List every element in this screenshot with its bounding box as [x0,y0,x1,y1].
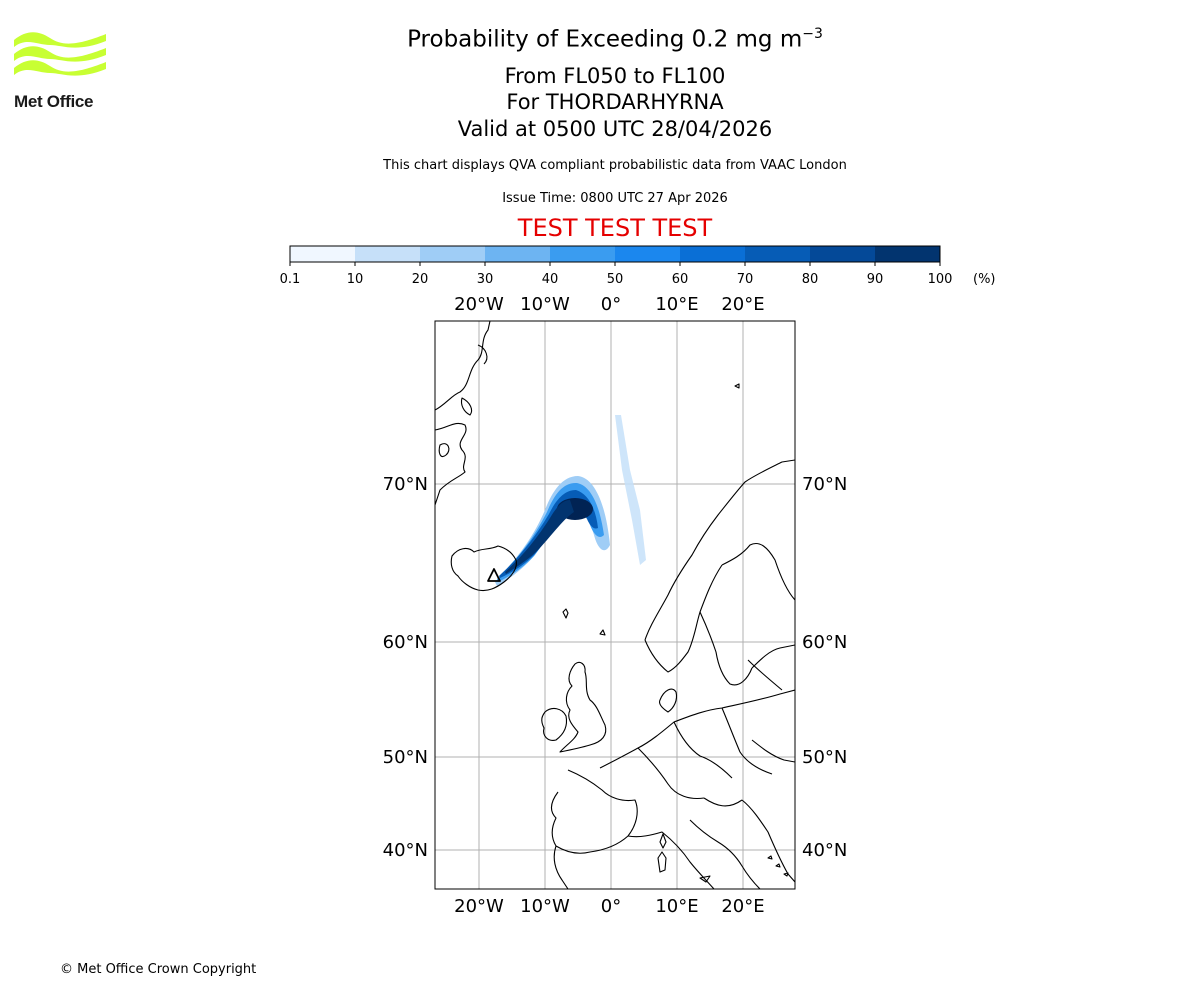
lat-label-left: 70°N [383,474,428,495]
ash-plume-faint [615,415,646,565]
lat-label-left: 50°N [383,747,428,768]
colorbar-cell [420,246,486,262]
colorbar-tick-label: 50 [607,272,624,287]
map-background [435,321,795,889]
lon-label-bottom: 20°E [721,896,764,917]
title-exponent: −3 [802,26,823,42]
colorbar-tick-label: 60 [672,272,689,287]
chart-title: Probability of Exceeding 0.2 mg m−3 [215,26,1015,53]
lon-label-top: 10°E [655,294,698,315]
colorbar-tick-label: 10 [347,272,364,287]
valid-time: Valid at 0500 UTC 28/04/2026 [457,117,773,141]
colorbar-tick-label: 20 [412,272,429,287]
lat-label-right: 50°N [802,747,847,768]
met-office-logo: Met Office [14,30,108,112]
lon-label-top: 0° [601,294,621,315]
lat-label-right: 70°N [802,474,847,495]
ash-plume-main [495,476,610,586]
level-range: From FL050 to FL100 [504,64,726,88]
colorbar: 0.1 10 20 30 40 50 60 70 80 90 100 (%) [280,245,996,287]
colorbar-tick-label: 100 [928,272,953,287]
lon-label-top: 20°E [721,294,764,315]
colorbar-cell [615,246,681,262]
coastlines [435,321,795,889]
colorbar-cell [810,246,876,262]
lat-label-left: 60°N [383,632,428,653]
colorbar-tick-label: 40 [542,272,559,287]
colorbar-cell [745,246,811,262]
lat-labels-left: 70°N 60°N 50°N 40°N [383,474,428,861]
colorbar-tick-label: 70 [737,272,754,287]
colorbar-tick-label: 90 [867,272,884,287]
title-text: Probability of Exceeding 0.2 mg m [407,26,803,53]
lat-label-right: 40°N [802,840,847,861]
graticule [435,321,795,889]
lon-labels-top: 20°W 10°W 0° 10°E 20°E [454,294,764,315]
colorbar-cell [680,246,746,262]
lat-label-left: 40°N [383,840,428,861]
chart-description: This chart displays QVA compliant probab… [383,158,847,173]
volcano-name: For THORDARHYRNA [506,90,724,114]
lon-label-bottom: 10°E [655,896,698,917]
colorbar-cell [875,246,941,262]
colorbar-cell [355,246,421,262]
colorbar-cell [290,246,356,262]
colorbar-cell [550,246,616,262]
colorbar-tick-label: 0.1 [280,272,301,287]
test-banner: TEST TEST TEST [517,214,713,242]
colorbar-unit: (%) [973,272,996,287]
colorbar-cell [485,246,551,262]
colorbar-tick-label: 80 [802,272,819,287]
lat-label-right: 60°N [802,632,847,653]
met-office-wave-icon [14,32,106,76]
volcano-triangle-icon [487,568,501,582]
lon-label-bottom: 10°W [520,896,570,917]
colorbar-tick-label: 30 [477,272,494,287]
lon-label-bottom: 20°W [454,896,504,917]
issue-time: Issue Time: 0800 UTC 27 Apr 2026 [502,191,728,206]
lon-labels-bottom: 20°W 10°W 0° 10°E 20°E [454,896,764,917]
lat-labels-right: 70°N 60°N 50°N 40°N [802,474,847,861]
copyright-footer: © Met Office Crown Copyright [60,962,257,977]
lon-label-top: 10°W [520,294,570,315]
logo-text: Met Office [14,92,94,111]
map-frame [434,320,796,890]
lon-label-bottom: 0° [601,896,621,917]
lon-label-top: 20°W [454,294,504,315]
